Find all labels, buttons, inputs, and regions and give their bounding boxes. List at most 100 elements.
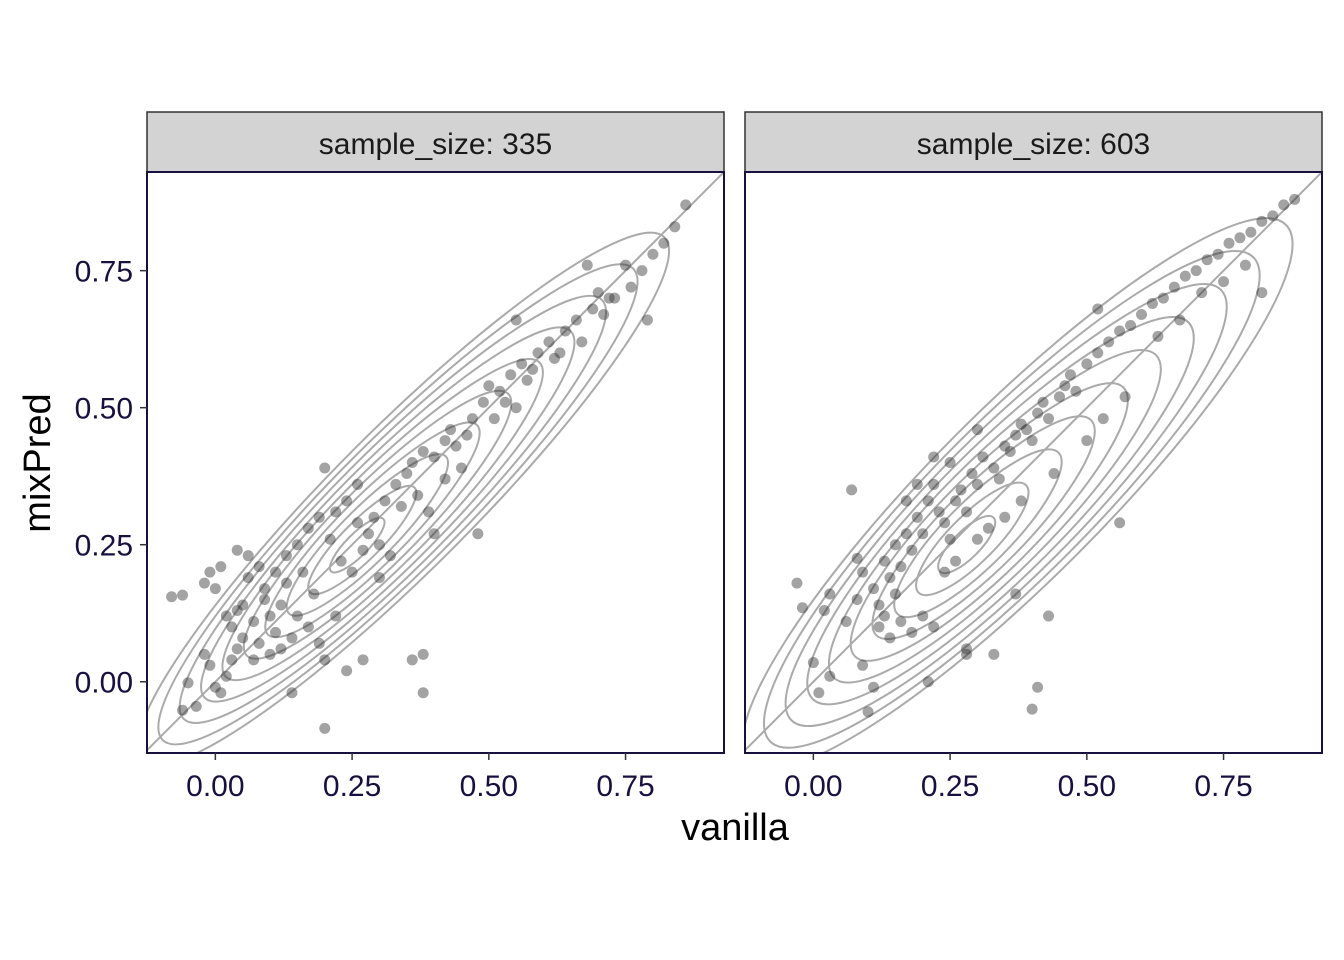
data-point — [357, 654, 369, 666]
facet-strip-label: sample_size: 603 — [917, 128, 1150, 161]
data-point — [313, 637, 325, 649]
data-point — [357, 544, 369, 556]
data-point — [1218, 276, 1230, 288]
data-point — [248, 615, 260, 627]
facet-strip-label: sample_size: 335 — [319, 128, 552, 161]
data-point — [204, 659, 216, 671]
data-point — [906, 544, 918, 556]
data-point — [1092, 347, 1104, 359]
density-contour — [915, 481, 1030, 597]
data-point — [846, 484, 858, 496]
data-point — [483, 380, 495, 392]
data-point — [900, 495, 912, 507]
data-point — [259, 583, 271, 595]
data-point — [906, 626, 918, 638]
facet-strip — [146, 111, 725, 173]
data-point — [1053, 391, 1065, 403]
data-point — [944, 533, 956, 545]
data-point — [231, 643, 243, 655]
data-point — [439, 435, 451, 447]
data-point — [1190, 265, 1202, 277]
data-point — [253, 561, 265, 573]
data-point — [177, 589, 189, 601]
data-point — [428, 528, 440, 540]
data-point — [373, 572, 385, 584]
data-point — [237, 632, 249, 644]
density-contour — [264, 421, 481, 639]
data-point — [851, 594, 863, 606]
data-point — [922, 495, 934, 507]
data-point — [1114, 517, 1126, 529]
data-point — [286, 632, 298, 644]
data-point — [455, 462, 467, 474]
data-point — [1196, 287, 1208, 299]
panel-contents — [147, 172, 724, 753]
density-contour — [827, 349, 1162, 684]
data-point — [280, 550, 292, 562]
data-point — [895, 615, 907, 627]
data-point — [1278, 199, 1290, 211]
data-point — [884, 632, 896, 644]
data-point — [961, 648, 973, 660]
data-point — [341, 495, 353, 507]
data-point — [406, 457, 418, 468]
data-point — [308, 588, 320, 600]
data-point — [559, 325, 571, 337]
data-point — [341, 665, 353, 677]
data-point — [950, 495, 962, 507]
density-contour — [157, 263, 639, 746]
data-point — [939, 566, 951, 578]
data-point — [598, 309, 610, 321]
data-point — [982, 522, 994, 534]
data-point — [824, 670, 836, 682]
data-point — [922, 676, 934, 688]
density-contour — [784, 283, 1228, 728]
data-point — [379, 495, 391, 507]
data-point — [439, 473, 451, 485]
x-tick-label: 0.25 — [921, 770, 979, 803]
data-point — [177, 704, 189, 716]
data-point — [494, 385, 506, 397]
data-point — [1043, 610, 1055, 622]
data-point — [944, 457, 956, 468]
y-tick-label: 0.25 — [75, 530, 133, 563]
data-point — [406, 654, 418, 666]
data-point — [259, 594, 271, 606]
data-point — [1146, 298, 1158, 310]
data-point — [220, 610, 232, 622]
x-tick-label: 0.00 — [784, 770, 842, 803]
scatter-points — [166, 199, 692, 734]
data-point — [488, 413, 500, 425]
density-contour — [893, 448, 1063, 619]
data-point — [609, 292, 621, 304]
data-point — [423, 506, 435, 518]
data-point — [499, 396, 511, 408]
panel-contents — [745, 172, 1322, 753]
data-point — [1059, 380, 1071, 392]
data-point — [248, 654, 260, 666]
density-contour — [328, 516, 386, 574]
data-point — [1021, 424, 1033, 436]
data-point — [417, 648, 429, 660]
data-point — [1245, 226, 1257, 238]
reference-line-y-equals-x — [147, 172, 724, 752]
data-point — [1157, 292, 1169, 304]
density-contour — [242, 389, 513, 660]
data-point — [680, 199, 692, 211]
x-tick-label: 0.50 — [460, 770, 518, 803]
data-point — [955, 484, 967, 496]
data-point — [1010, 588, 1022, 600]
data-point — [873, 621, 885, 633]
density-contour — [871, 415, 1096, 641]
data-point — [1015, 495, 1027, 507]
data-point — [264, 610, 276, 622]
data-point — [1256, 215, 1268, 227]
data-point — [1032, 681, 1044, 693]
x-tick-label: 0.50 — [1058, 770, 1116, 803]
data-point — [319, 462, 331, 474]
data-point — [1289, 193, 1301, 205]
data-point — [198, 577, 210, 589]
facet-panel-2: sample_size: 603 0.00 0.25 0.50 0.75 — [744, 111, 1323, 803]
x-tick-label: 0.75 — [596, 770, 654, 803]
data-point — [878, 555, 890, 567]
